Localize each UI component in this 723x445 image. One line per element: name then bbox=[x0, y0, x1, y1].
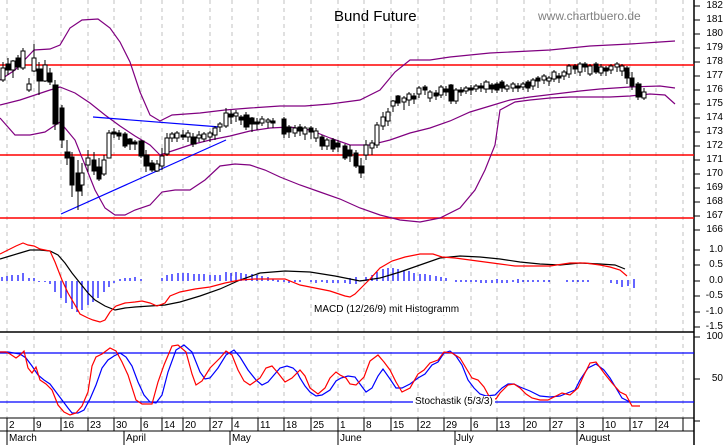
day-tick: 2 bbox=[9, 420, 15, 431]
macd-tick: 1.0 bbox=[709, 244, 723, 255]
month-tick: March bbox=[9, 433, 37, 444]
macd-tick: -1.0 bbox=[705, 306, 723, 317]
price-tick: 168 bbox=[706, 196, 723, 207]
day-tick: 20 bbox=[185, 420, 197, 431]
day-tick: 3 bbox=[579, 420, 585, 431]
price-tick: 181 bbox=[706, 14, 723, 25]
price-tick: 169 bbox=[706, 182, 723, 193]
price-tick: 177 bbox=[706, 70, 723, 81]
macd-tick: -1.5 bbox=[705, 321, 723, 332]
day-tick: 24 bbox=[658, 420, 670, 431]
macd-panel-label: MACD (12/26/9) mit Histogramm bbox=[313, 304, 461, 315]
price-tick: 176 bbox=[706, 84, 723, 95]
price-tick: 175 bbox=[706, 98, 723, 109]
month-tick: August bbox=[579, 433, 611, 444]
trendlines bbox=[60, 116, 227, 215]
day-tick: 13 bbox=[499, 420, 511, 431]
price-tick: 180 bbox=[706, 28, 723, 39]
day-tick: 6 bbox=[143, 420, 149, 431]
day-tick: 17 bbox=[632, 420, 644, 431]
price-tick: 173 bbox=[706, 126, 723, 137]
stoch-tick: 100 bbox=[706, 331, 723, 342]
stoch-panel-label: Stochastik (5/3/3) bbox=[413, 396, 495, 407]
day-tick: 10 bbox=[605, 420, 617, 431]
chart-title: Bund Future bbox=[334, 8, 417, 25]
day-tick: 30 bbox=[116, 420, 128, 431]
month-tick: May bbox=[232, 433, 251, 444]
day-tick: 20 bbox=[526, 420, 538, 431]
day-tick: 15 bbox=[393, 420, 405, 431]
candlesticks bbox=[0, 44, 647, 210]
day-tick: 4 bbox=[234, 420, 240, 431]
day-tick: 6 bbox=[473, 420, 479, 431]
price-tick: 167 bbox=[706, 210, 723, 221]
macd-line bbox=[0, 242, 628, 323]
month-tick: July bbox=[456, 433, 474, 444]
vertical-grid bbox=[6, 0, 684, 418]
price-tick: 170 bbox=[706, 168, 723, 179]
stoch-reference-lines bbox=[0, 352, 694, 403]
day-tick: 25 bbox=[313, 420, 325, 431]
day-tick: 11 bbox=[260, 420, 271, 431]
stoch-k-line bbox=[0, 344, 640, 416]
stoch-d-line bbox=[0, 344, 631, 414]
day-tick: 9 bbox=[36, 420, 42, 431]
price-tick: 179 bbox=[706, 42, 723, 53]
day-tick: 29 bbox=[446, 420, 458, 431]
price-tick: 166 bbox=[706, 224, 723, 235]
day-tick: 14 bbox=[164, 420, 176, 431]
price-tick: 182 bbox=[706, 0, 723, 11]
day-tick: 1 bbox=[340, 420, 346, 431]
month-tick: April bbox=[126, 433, 147, 444]
stoch-tick: 50 bbox=[711, 373, 723, 384]
macd-tick: -0.5 bbox=[705, 290, 723, 301]
day-tick: 16 bbox=[63, 420, 75, 431]
day-tick: 27 bbox=[552, 420, 564, 431]
day-tick: 8 bbox=[366, 420, 372, 431]
month-tick: June bbox=[340, 433, 362, 444]
date-axis-separators bbox=[6, 418, 684, 445]
price-tick: 178 bbox=[706, 56, 723, 67]
price-tick: 171 bbox=[706, 154, 723, 165]
price-tick: 172 bbox=[706, 140, 723, 151]
day-tick: 18 bbox=[286, 420, 298, 431]
day-tick: 22 bbox=[420, 420, 432, 431]
macd-tick: 0.0 bbox=[709, 275, 723, 286]
price-tick: 174 bbox=[706, 112, 723, 123]
watermark: www.chartbuero.de bbox=[538, 9, 641, 23]
day-tick: 23 bbox=[90, 420, 102, 431]
macd-signal-line bbox=[0, 249, 626, 311]
day-tick: 27 bbox=[212, 420, 224, 431]
macd-tick: 0.5 bbox=[709, 259, 723, 270]
